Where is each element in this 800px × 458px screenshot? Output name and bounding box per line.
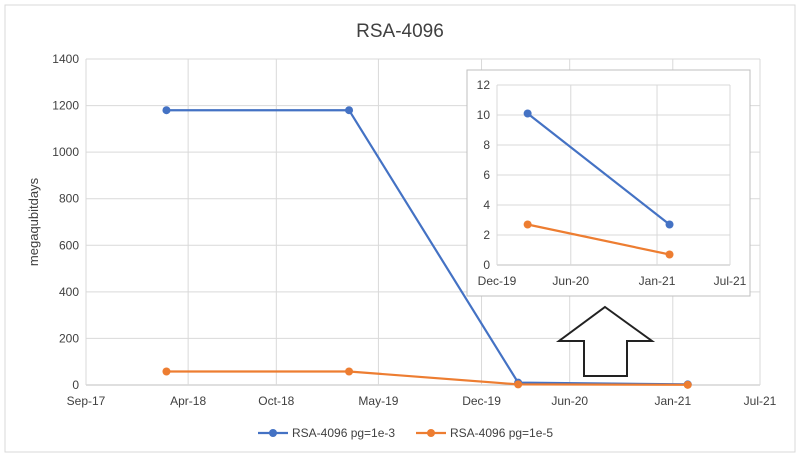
inset-x-tick-label: Dec-19	[478, 274, 517, 288]
inset-data-point	[523, 109, 532, 118]
main-data-point	[162, 106, 171, 115]
main-x-tick-label: Jun-20	[551, 394, 588, 408]
main-y-tick-label: 1400	[52, 52, 79, 66]
inset-y-tick-label: 10	[477, 108, 491, 122]
chart-title: RSA-4096	[356, 21, 444, 42]
main-y-tick-label: 800	[59, 192, 79, 206]
main-y-tick-label: 200	[59, 331, 79, 345]
main-data-point	[345, 367, 354, 376]
inset-data-point	[665, 220, 674, 229]
main-x-tick-label: Jul-21	[744, 394, 777, 408]
inset-y-tick-label: 2	[483, 228, 490, 242]
main-data-point	[683, 380, 692, 389]
inset-border	[466, 69, 751, 297]
main-series-line-1	[166, 370, 688, 386]
legend-item: RSA-4096 pg=1e-3	[258, 426, 395, 440]
inset-x-tick-label: Jan-21	[639, 274, 676, 288]
inset-y-tick-label: 4	[483, 198, 490, 212]
legend-label: RSA-4096 pg=1e-5	[450, 426, 553, 440]
main-data-point	[345, 106, 354, 115]
main-x-tick-label: Jan-21	[654, 394, 691, 408]
inset-data-point	[665, 250, 674, 259]
main-x-tick-label: Sep-17	[67, 394, 106, 408]
inset-data-point	[523, 220, 532, 229]
inset-y-tick-label: 12	[477, 78, 491, 92]
main-x-tick-label: Apr-18	[170, 394, 206, 408]
legend-item: RSA-4096 pg=1e-5	[416, 426, 553, 440]
main-x-tick-label: Dec-19	[462, 394, 501, 408]
inset-series-line-0	[526, 112, 671, 226]
up-arrow-icon	[555, 305, 656, 377]
inset-series-line-1	[527, 223, 670, 256]
main-y-tick-label: 600	[59, 238, 79, 252]
inset-x-tick-label: Jun-20	[552, 274, 589, 288]
main-y-tick-label: 1000	[52, 145, 79, 159]
legend-label: RSA-4096 pg=1e-3	[292, 426, 395, 440]
inset-y-tick-label: 0	[483, 258, 490, 272]
main-x-tick-label: Oct-18	[258, 394, 294, 408]
main-y-tick-label: 1200	[52, 99, 79, 113]
inset-y-tick-label: 6	[483, 168, 490, 182]
main-y-tick-label: 0	[72, 378, 79, 392]
main-y-tick-label: 400	[59, 285, 79, 299]
inset-x-tick-label: Jul-21	[714, 274, 747, 288]
y-axis-label: megaqubitdays	[26, 177, 41, 266]
inset-y-tick-label: 8	[483, 138, 490, 152]
main-x-tick-label: May-19	[358, 394, 398, 408]
main-data-point	[162, 367, 171, 376]
main-data-point	[514, 380, 523, 389]
